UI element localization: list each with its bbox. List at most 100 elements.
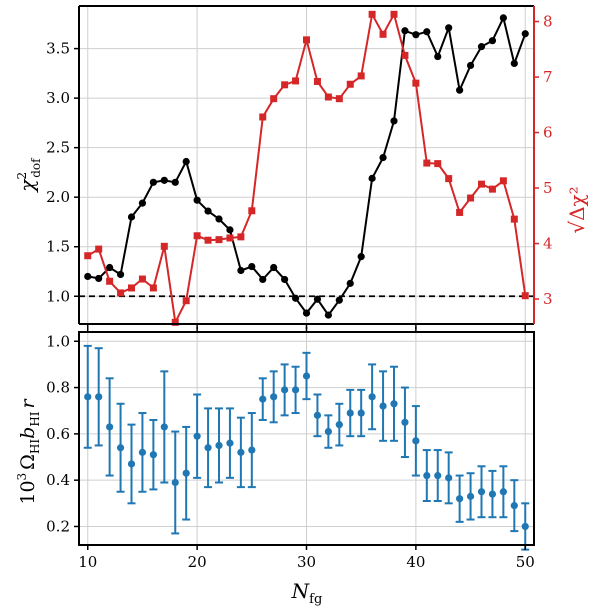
top-left-tick-label: 3.0 xyxy=(46,89,70,107)
bottom-left-tick-label: 0.6 xyxy=(46,425,70,443)
top-series-right-point xyxy=(226,234,234,242)
bottom-y-label-b-sub: HI xyxy=(28,411,42,426)
top-series-right-point xyxy=(138,275,146,283)
top-series-right-point xyxy=(401,51,409,59)
top-series-right-point xyxy=(499,177,507,185)
x-label-sub: fg xyxy=(309,592,322,607)
bottom-data-point xyxy=(138,448,147,456)
bottom-data-point xyxy=(434,471,442,480)
top-series-left-point xyxy=(456,86,464,94)
bottom-data-point xyxy=(346,409,354,417)
bottom-data-point xyxy=(368,393,376,401)
top-y-label-sub: dof xyxy=(29,157,43,178)
top-series-left-point xyxy=(204,207,212,215)
bottom-data-point xyxy=(412,437,420,445)
top-series-right-point xyxy=(204,236,212,244)
top-series-left-point xyxy=(510,59,518,68)
bottom-left-tick-label: 1.0 xyxy=(46,332,70,350)
bottom-data-point xyxy=(237,448,245,456)
top-series-right-point xyxy=(259,113,267,121)
top-series-right-point xyxy=(303,36,310,44)
top-y-axis-label: χ2dof xyxy=(15,157,43,194)
bottom-data-point xyxy=(488,490,497,498)
top-series-right-point xyxy=(128,284,135,292)
top-series-left-point xyxy=(412,31,420,39)
top-series-right-point xyxy=(510,215,518,223)
top-series-right-point xyxy=(335,95,343,103)
bottom-x-tick-label: 20 xyxy=(188,553,207,571)
top-series-right-point xyxy=(324,93,332,101)
bottom-data-point xyxy=(149,451,157,459)
top-left-tick-label: 2.5 xyxy=(46,139,70,157)
bottom-data-point xyxy=(499,488,507,496)
top-series-left-point xyxy=(445,24,453,32)
top-series-right-point xyxy=(313,77,321,85)
top-series-right-point xyxy=(215,236,223,244)
bottom-y-label-omega: Ω xyxy=(17,454,39,470)
top-series-left-point xyxy=(95,274,103,283)
bottom-data-point xyxy=(270,393,278,401)
bottom-x-tick-label: 50 xyxy=(516,553,535,571)
top-y-label-main: χ xyxy=(15,178,39,194)
top-series-left-point xyxy=(138,199,147,207)
top-series-right-point xyxy=(171,318,179,326)
top-series-left-point xyxy=(193,196,201,204)
top-left-tick-label: 1.0 xyxy=(46,287,70,305)
top-series-right-point xyxy=(281,81,289,89)
bottom-data-point xyxy=(127,460,136,468)
right-y-axis-label: √Δχ² xyxy=(565,186,589,233)
top-series-right-point xyxy=(160,242,168,250)
top-series-right-point xyxy=(292,77,300,85)
top-series-left-point xyxy=(116,270,125,279)
top-right-tick-label: 8 xyxy=(543,13,553,31)
top-series-left-point xyxy=(346,279,354,287)
bottom-data-point xyxy=(456,495,464,503)
top-panel: 1.0 1.5 2.0 2.5 3.0 3.5 3 4 5 6 7 8 xyxy=(46,5,553,329)
bottom-data-point xyxy=(160,423,168,431)
top-series-right-point xyxy=(456,208,464,216)
top-left-tick-label: 1.5 xyxy=(46,238,70,256)
top-series-left-point xyxy=(390,117,398,125)
bottom-left-tick-label: 0.2 xyxy=(46,517,70,535)
bottom-data-point xyxy=(390,400,398,408)
bottom-data-point xyxy=(193,432,201,440)
top-series-right-point xyxy=(182,297,190,305)
top-series-left-point xyxy=(357,253,365,261)
x-axis-label: Nfg xyxy=(291,579,323,607)
top-left-tick-label: 3.5 xyxy=(46,40,70,58)
top-series-right-point xyxy=(467,194,475,202)
top-series-right-point xyxy=(423,159,431,167)
bottom-x-tick-label: 30 xyxy=(297,553,316,571)
top-series-left-point xyxy=(270,263,278,272)
bottom-data-point xyxy=(357,409,365,417)
top-right-tick-label: 4 xyxy=(543,235,553,253)
top-series-left-point xyxy=(423,28,431,36)
top-series-left-point xyxy=(84,272,92,281)
bottom-y-label-prefix: 10 xyxy=(17,480,39,504)
top-series-left-point xyxy=(291,294,300,302)
top-series-left-point xyxy=(215,215,223,223)
top-series-left-point xyxy=(477,43,486,51)
bottom-data-point xyxy=(335,421,343,429)
top-series-right-point xyxy=(379,30,387,38)
bottom-data-point xyxy=(445,474,453,482)
bottom-data-point xyxy=(477,488,486,496)
top-series-left-point xyxy=(237,266,245,275)
bottom-data-point xyxy=(248,446,256,454)
bottom-data-point xyxy=(401,418,409,426)
top-series-right-point xyxy=(521,292,529,300)
bottom-y-label-sup: 3 xyxy=(15,473,29,481)
x-label-main: N xyxy=(291,579,311,603)
bottom-left-tick-label: 0.4 xyxy=(46,471,70,489)
bottom-data-point xyxy=(259,395,267,403)
top-series-left-point xyxy=(499,14,507,22)
top-series-right-point xyxy=(149,284,157,292)
top-left-tick-label: 2.0 xyxy=(46,188,70,206)
bottom-data-point xyxy=(84,393,92,401)
top-series-left-point xyxy=(182,157,190,166)
top-series-left-point xyxy=(324,311,332,319)
bottom-data-point xyxy=(281,386,289,394)
bottom-data-point xyxy=(291,386,300,394)
top-series-left-point xyxy=(281,275,289,284)
bottom-data-point xyxy=(116,444,125,452)
